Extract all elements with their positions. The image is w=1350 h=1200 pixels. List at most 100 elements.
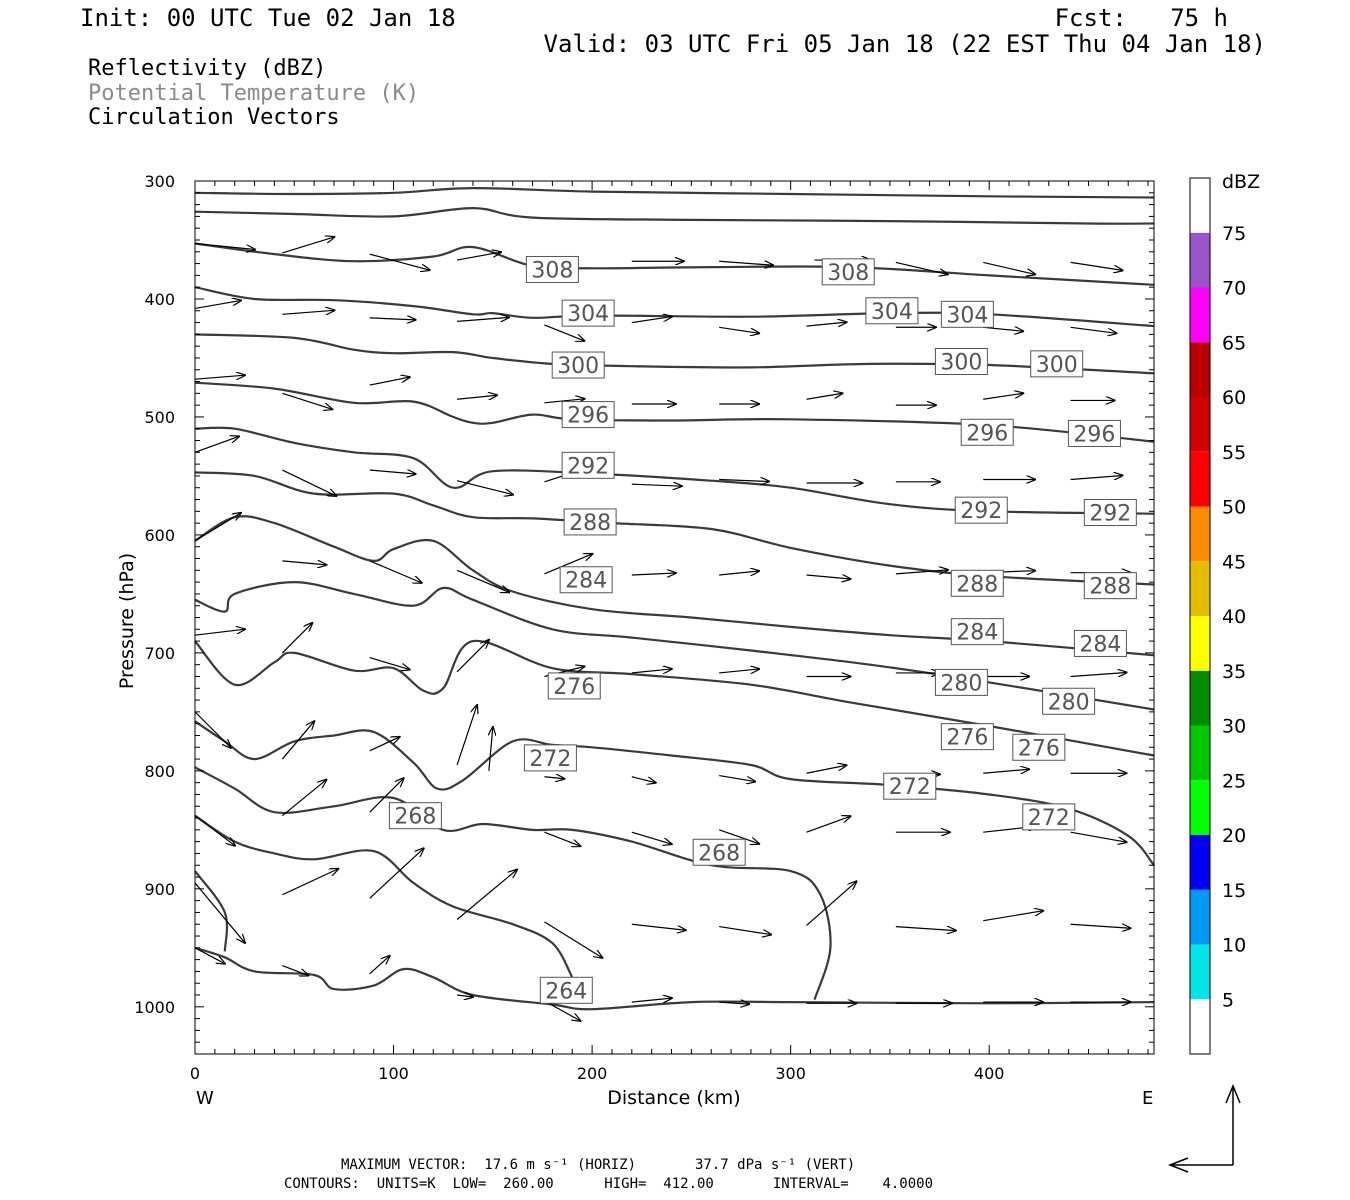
colorbar-swatch — [1190, 889, 1210, 945]
colorbar-level-label: 20 — [1222, 825, 1246, 847]
wind-vector-arrow — [806, 765, 847, 774]
wind-vector-arrow — [895, 261, 948, 274]
theta-contour-line — [194, 580, 1155, 711]
theta-label-box — [940, 300, 994, 328]
theta-label: 308 — [827, 261, 869, 286]
y-axis-label: Pressure (hPa) — [116, 553, 138, 689]
west-label: W — [196, 1088, 214, 1109]
theta-label: 272 — [889, 775, 931, 800]
theta-label: 292 — [1089, 502, 1131, 527]
colorbar-swatch — [1190, 725, 1210, 781]
theta-label-box — [561, 451, 615, 479]
theta-label-box — [865, 297, 919, 325]
theta-label-box — [1030, 350, 1084, 378]
theta-label-box — [388, 802, 442, 830]
theta-label: 292 — [567, 454, 609, 479]
wind-vector-arrow — [1070, 261, 1123, 270]
wind-vector-arrow — [1070, 831, 1127, 842]
reference-vector-icon — [1167, 1084, 1241, 1173]
wind-vector-arrow — [456, 870, 517, 920]
theta-contour-line — [194, 426, 1155, 515]
wind-vector-arrow — [369, 560, 422, 583]
theta-label: 300 — [557, 354, 599, 379]
theta-label: 288 — [569, 511, 611, 536]
theta-label: 308 — [531, 258, 573, 283]
wind-vector-arrow — [1070, 672, 1127, 676]
theta-label-box — [692, 838, 746, 866]
colorbar-swatch — [1190, 451, 1210, 507]
colorbar-frame — [1189, 177, 1211, 1055]
wind-vector-arrow — [456, 705, 477, 766]
wind-vector-arrow — [806, 881, 857, 926]
theta-label: 288 — [956, 572, 998, 597]
colorbar-swatch — [1190, 232, 1210, 288]
wind-vector-arrow — [631, 573, 676, 575]
y-tick-label: 300 — [144, 172, 175, 191]
theta-label: 304 — [567, 302, 609, 327]
wind-vector-arrow — [544, 777, 564, 779]
wind-vector-arrow — [631, 998, 672, 1002]
theta-label-box — [525, 255, 579, 283]
colorbar-swatch — [1190, 944, 1210, 1000]
x-axis-label: Distance (km) — [607, 1087, 740, 1109]
wind-vector-arrow — [456, 252, 501, 261]
theta-label: 292 — [960, 499, 1002, 524]
theta-label-box — [950, 569, 1004, 597]
theta-label: 272 — [529, 747, 571, 772]
wind-vector-arrow — [1070, 326, 1117, 333]
wind-vector-arrow — [806, 393, 843, 400]
east-label: E — [1142, 1088, 1153, 1109]
wind-vector-arrow — [282, 310, 334, 314]
colorbar-level-label: 50 — [1222, 497, 1246, 519]
wind-vector-arrow — [282, 392, 332, 409]
theta-contour-line — [194, 814, 574, 978]
x-tick-label: 400 — [974, 1064, 1005, 1083]
theta-label-box — [1022, 803, 1076, 831]
x-tick-label: 200 — [577, 1064, 608, 1083]
wind-vector-arrow — [806, 816, 851, 833]
wind-vector-arrow — [369, 848, 424, 899]
theta-contour-line — [194, 381, 1155, 443]
wind-vector-arrow — [631, 484, 682, 486]
wind-vector-arrow — [281, 623, 312, 654]
theta-label-box — [821, 258, 875, 286]
wind-vector-arrow — [544, 399, 584, 403]
colorbar-swatch — [1190, 999, 1210, 1054]
theta-label: 300 — [1036, 353, 1078, 378]
theta-label-box — [934, 347, 988, 375]
wind-vector-arrow — [282, 561, 326, 565]
wind-vector-arrow — [369, 253, 430, 270]
wind-vector-arrow — [631, 831, 672, 844]
circulation-vectors — [194, 237, 1131, 1021]
wind-vector-arrow — [1070, 475, 1123, 479]
theta-label-box — [940, 723, 994, 751]
wind-vector-arrow — [369, 470, 416, 474]
wind-vector-arrow — [369, 778, 404, 813]
theta-label: 268 — [698, 841, 740, 866]
theta-label-box — [1042, 687, 1096, 715]
theta-label: 276 — [553, 675, 595, 700]
theta-contour-line — [194, 206, 1155, 225]
theta-label: 272 — [1028, 806, 1070, 831]
theta-label: 284 — [1079, 632, 1121, 657]
y-tick-label: 600 — [144, 526, 175, 545]
colorbar-swatch — [1190, 178, 1210, 233]
theta-label-box — [563, 508, 617, 536]
theta-label-box — [1012, 733, 1066, 761]
wind-vector-arrow — [983, 911, 1043, 922]
legend-reflectivity: Reflectivity (dBZ) — [88, 56, 327, 81]
colorbar-level-label: 55 — [1222, 442, 1246, 464]
wind-vector-arrow — [457, 317, 509, 321]
colorbar-swatch — [1190, 670, 1210, 726]
colorbar-level-label: 65 — [1222, 332, 1246, 354]
colorbar-unit: dBZ — [1222, 171, 1260, 193]
theta-label: 300 — [940, 350, 982, 375]
theta-label: 276 — [1018, 736, 1060, 761]
wind-vector-arrow — [369, 956, 390, 975]
legend-potential-temperature: Potential Temperature (K) — [88, 81, 420, 106]
colorbar-swatch — [1190, 506, 1210, 562]
x-tick-label: 100 — [378, 1064, 409, 1083]
wind-vector-arrow — [194, 711, 231, 748]
wind-vector-arrow — [983, 393, 1023, 400]
wind-vector-arrow — [456, 640, 489, 673]
